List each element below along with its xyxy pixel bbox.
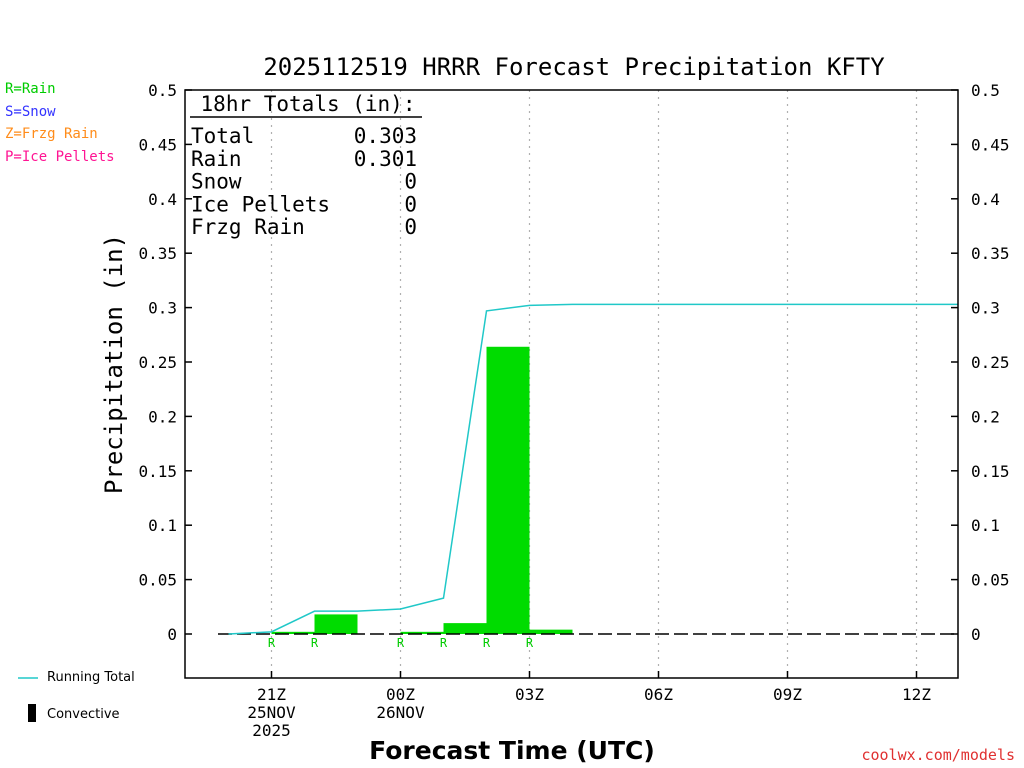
precip-bar <box>486 346 530 634</box>
y-axis-left: 0.5 0.45 0.4 0.35 0.3 0.25 0.2 0.15 0.1 0.05 0 <box>138 81 192 644</box>
x-tick-label: 21Z <box>257 685 286 704</box>
rain-type-label: R <box>268 636 276 650</box>
x-axis-label: Forecast Time (UTC) <box>369 736 655 765</box>
x-tick-label: 09Z <box>773 685 802 704</box>
x-tick-label: 2025 <box>252 721 291 740</box>
running-total-line <box>228 303 958 635</box>
bars <box>271 346 573 634</box>
y-tick-label-left: 0.1 <box>148 516 177 535</box>
convective-swatch <box>28 704 36 722</box>
precip-bar <box>400 631 444 634</box>
chart-title: 2025112519 HRRR Forecast Precipitation K… <box>263 53 885 81</box>
legend-ice-pellets: P=Ice Pellets <box>5 149 115 165</box>
y-tick-label-right: 0.1 <box>971 516 1000 535</box>
x-tick-label: 03Z <box>515 685 544 704</box>
totals-row-label: Frzg Rain <box>191 215 305 239</box>
precip-bar <box>529 629 573 634</box>
legend-snow: S=Snow <box>5 104 56 120</box>
rain-type-label: R <box>311 636 319 650</box>
legend-running-total: Running Total <box>47 670 135 685</box>
x-tick-label: 26NOV <box>376 703 425 722</box>
y-tick-label-right: 0.3 <box>971 299 1000 318</box>
y-tick-label-right: 0.4 <box>971 190 1000 209</box>
y-tick-label-left: 0.2 <box>148 407 177 426</box>
x-tick-label: 06Z <box>644 685 673 704</box>
totals-row-value: 0.303 <box>354 124 417 148</box>
rain-type-label: R <box>483 636 491 650</box>
y-tick-label-right: 0.25 <box>971 353 1010 372</box>
y-tick-label-left: 0.5 <box>148 81 177 100</box>
y-tick-label-left: 0.05 <box>138 571 177 590</box>
rain-type-label: R <box>397 636 405 650</box>
x-tick-label: 25NOV <box>247 703 296 722</box>
y-axis-right: 0.5 0.45 0.4 0.35 0.3 0.25 0.2 0.15 0.1 0.05 0 <box>951 81 1010 644</box>
plot-frame <box>184 89 959 679</box>
y-tick-label-right: 0 <box>971 625 981 644</box>
x-tick-label: 12Z <box>902 685 931 704</box>
y-tick-label-right: 0.45 <box>971 135 1010 154</box>
precip-bar <box>314 614 358 634</box>
totals-row-value: 0 <box>404 192 417 216</box>
y-tick-label-right: 0.35 <box>971 244 1010 263</box>
totals-row-label: Rain <box>191 147 242 171</box>
y-tick-label-left: 0.15 <box>138 462 177 481</box>
legend-convective: Convective <box>47 707 120 722</box>
y-tick-label-left: 0.25 <box>138 353 177 372</box>
totals-row-label: Ice Pellets <box>191 192 330 216</box>
x-tick-label: 00Z <box>386 685 415 704</box>
credit-text: coolwx.com/models <box>861 746 1015 764</box>
y-tick-label-right: 0.15 <box>971 462 1010 481</box>
y-tick-label-right: 0.5 <box>971 81 1000 100</box>
totals-box: 18hr Totals (in): Total 0.303 Rain 0.301 Sno… <box>190 92 422 239</box>
y-tick-label-right: 0.05 <box>971 571 1010 590</box>
gridlines <box>270 90 918 678</box>
legend-frzg-rain: Z=Frzg Rain <box>5 126 98 142</box>
y-tick-label-left: 0.45 <box>138 135 177 154</box>
totals-row-value: 0 <box>404 215 417 239</box>
totals-header: 18hr Totals (in): <box>201 92 416 116</box>
rain-type-label: R <box>440 636 448 650</box>
y-tick-label-left: 0 <box>167 625 177 644</box>
precip-bar <box>443 623 487 634</box>
y-tick-label-left: 0.3 <box>148 299 177 318</box>
totals-row-label: Snow <box>191 170 242 194</box>
precip-bar <box>271 631 315 634</box>
totals-row-value: 0 <box>404 170 417 194</box>
legend-rain: R=Rain <box>5 81 56 97</box>
totals-row-label: Total <box>191 124 254 148</box>
y-tick-label-left: 0.35 <box>138 244 177 263</box>
rain-type-label: R <box>526 636 534 650</box>
totals-row-value: 0.301 <box>354 147 417 171</box>
y-axis-label: Precipitation (in) <box>100 234 128 494</box>
y-tick-label-left: 0.4 <box>148 190 177 209</box>
y-tick-label-right: 0.2 <box>971 407 1000 426</box>
